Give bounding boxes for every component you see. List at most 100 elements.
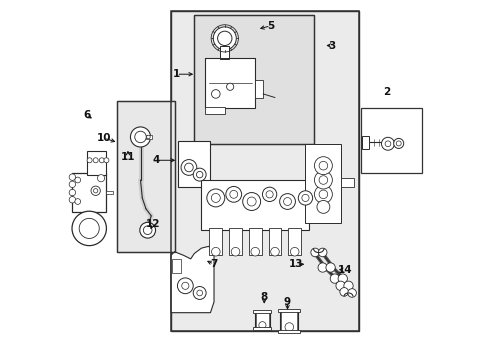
- Bar: [117, 101, 174, 252]
- Bar: [278, 330, 300, 333]
- Text: 12: 12: [145, 219, 160, 229]
- Circle shape: [285, 323, 293, 331]
- Bar: [341, 178, 353, 187]
- Bar: [86, 151, 106, 175]
- Circle shape: [217, 31, 231, 45]
- Bar: [171, 259, 180, 273]
- Circle shape: [393, 138, 403, 148]
- Circle shape: [250, 247, 259, 256]
- Circle shape: [211, 247, 220, 256]
- Bar: [253, 327, 271, 330]
- Bar: [209, 228, 222, 255]
- Text: 10: 10: [97, 133, 111, 143]
- Circle shape: [87, 158, 92, 163]
- Circle shape: [290, 247, 298, 256]
- Circle shape: [329, 274, 339, 283]
- Circle shape: [72, 211, 106, 246]
- Circle shape: [339, 288, 348, 296]
- Bar: [204, 107, 224, 114]
- Circle shape: [319, 190, 327, 199]
- Bar: [201, 180, 308, 230]
- Circle shape: [314, 185, 332, 203]
- Text: 13: 13: [289, 259, 303, 269]
- Circle shape: [317, 263, 326, 272]
- Circle shape: [193, 287, 206, 300]
- Circle shape: [93, 158, 98, 163]
- Circle shape: [225, 186, 241, 202]
- Circle shape: [211, 90, 220, 98]
- Circle shape: [69, 174, 76, 180]
- Circle shape: [146, 135, 150, 139]
- Circle shape: [104, 158, 109, 163]
- Circle shape: [97, 175, 104, 182]
- Circle shape: [130, 127, 150, 147]
- Bar: [171, 12, 359, 330]
- Circle shape: [135, 131, 146, 143]
- Text: 9: 9: [284, 297, 290, 307]
- Circle shape: [242, 193, 260, 211]
- Bar: [105, 191, 113, 194]
- Circle shape: [318, 248, 326, 257]
- Circle shape: [247, 197, 256, 206]
- Bar: [253, 310, 271, 313]
- Bar: [194, 15, 314, 144]
- Circle shape: [91, 186, 100, 195]
- Circle shape: [337, 274, 346, 283]
- Circle shape: [325, 263, 335, 272]
- Text: 8: 8: [260, 292, 267, 302]
- Bar: [278, 309, 300, 312]
- Bar: [117, 101, 174, 252]
- Bar: [204, 58, 255, 108]
- Circle shape: [69, 181, 76, 188]
- Text: 6: 6: [83, 111, 90, 121]
- Circle shape: [93, 189, 98, 193]
- Bar: [280, 310, 298, 331]
- Text: 4: 4: [153, 155, 160, 165]
- Bar: [228, 228, 242, 255]
- Circle shape: [69, 197, 76, 203]
- Circle shape: [262, 187, 276, 202]
- Circle shape: [182, 282, 188, 289]
- Circle shape: [301, 194, 308, 202]
- Circle shape: [140, 222, 155, 238]
- Circle shape: [381, 137, 394, 150]
- Circle shape: [384, 141, 390, 147]
- Bar: [220, 46, 229, 59]
- Circle shape: [196, 171, 203, 178]
- Circle shape: [213, 27, 236, 50]
- Text: 5: 5: [266, 21, 274, 31]
- Bar: [194, 15, 314, 144]
- Circle shape: [343, 281, 352, 291]
- Bar: [305, 144, 341, 223]
- Polygon shape: [362, 136, 368, 149]
- Circle shape: [79, 219, 99, 238]
- Circle shape: [75, 199, 81, 204]
- Circle shape: [270, 247, 279, 256]
- Circle shape: [265, 191, 273, 198]
- Circle shape: [206, 189, 224, 207]
- Text: 14: 14: [337, 265, 351, 275]
- Bar: [171, 12, 359, 330]
- Bar: [178, 140, 210, 187]
- Circle shape: [319, 176, 327, 184]
- Circle shape: [211, 193, 220, 202]
- Bar: [255, 80, 263, 98]
- Circle shape: [184, 163, 193, 172]
- Circle shape: [143, 226, 152, 234]
- Circle shape: [75, 177, 81, 183]
- Bar: [146, 135, 151, 139]
- Bar: [255, 311, 269, 329]
- Circle shape: [226, 83, 233, 90]
- Bar: [256, 312, 268, 328]
- Circle shape: [314, 157, 332, 175]
- Circle shape: [99, 158, 104, 163]
- Circle shape: [177, 278, 193, 294]
- Bar: [248, 228, 261, 255]
- Bar: [268, 228, 281, 255]
- Text: 11: 11: [121, 152, 135, 162]
- Circle shape: [310, 248, 319, 257]
- Text: 1: 1: [172, 69, 180, 79]
- Text: 7: 7: [210, 259, 217, 269]
- Circle shape: [283, 198, 291, 206]
- Circle shape: [319, 161, 327, 170]
